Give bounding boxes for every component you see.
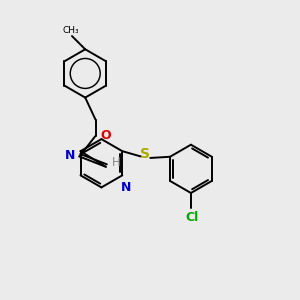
Text: N: N xyxy=(64,148,75,161)
Text: Cl: Cl xyxy=(185,211,198,224)
Text: N: N xyxy=(121,181,131,194)
Text: CH₃: CH₃ xyxy=(62,26,79,34)
Text: H: H xyxy=(112,156,121,169)
Text: S: S xyxy=(140,147,150,161)
Text: O: O xyxy=(101,129,112,142)
